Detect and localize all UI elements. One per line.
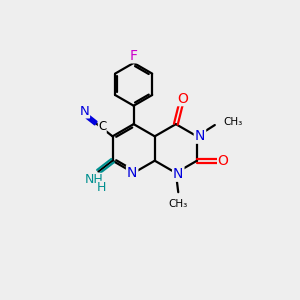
Text: N: N <box>80 105 89 118</box>
Text: CH₃: CH₃ <box>169 199 188 209</box>
Text: F: F <box>130 49 138 63</box>
Text: N: N <box>173 167 183 181</box>
Text: CH₃: CH₃ <box>224 117 243 127</box>
Text: C: C <box>98 120 106 133</box>
Text: N: N <box>195 129 205 143</box>
Text: O: O <box>177 92 188 106</box>
Text: NH: NH <box>85 173 103 186</box>
Text: H: H <box>97 182 106 194</box>
Text: O: O <box>218 154 229 168</box>
Text: N: N <box>127 166 137 180</box>
